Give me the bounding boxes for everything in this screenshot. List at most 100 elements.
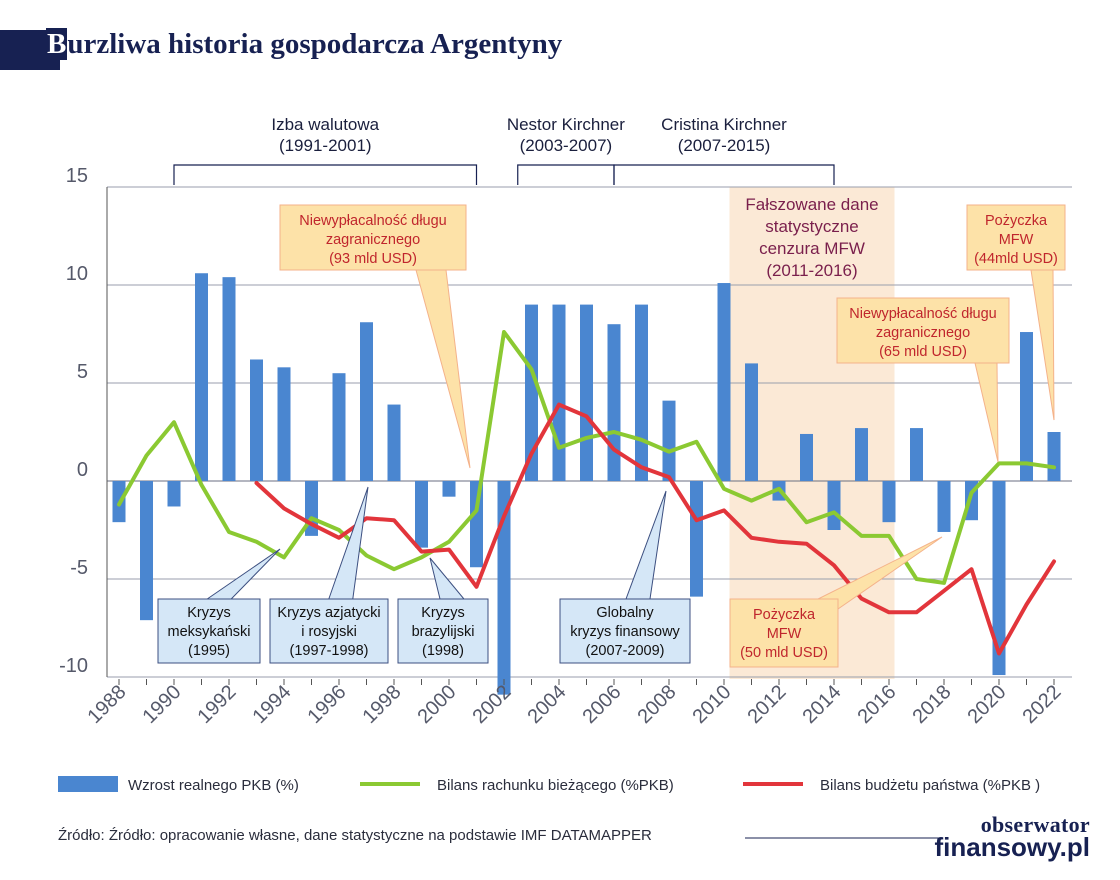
legend-label: Bilans rachunku bieżącego (%PKB) [437,777,674,794]
callout-text: (1995) [188,643,230,659]
callout-text: (1997-1998) [290,643,369,659]
gdp-bar [140,481,153,621]
gdp-bar [580,304,593,481]
shaded-period-label: Fałszowane dane [745,195,878,214]
title-first-letter: B [46,28,68,60]
x-tick-label: 2000 [414,681,461,728]
y-tick-label: 0 [77,459,88,481]
gdp-bar [497,481,511,695]
callout-pointer [974,362,999,463]
period-label: Cristina Kirchner [661,115,787,134]
gdp-bar [992,481,1006,676]
gdp-bar [525,304,538,481]
x-tick-label: 2008 [634,681,681,728]
callout-pointer [625,490,667,600]
gdp-bar [1020,332,1033,481]
callout-text: (44mld USD) [974,251,1058,267]
callout-pointer [1030,269,1055,421]
chart-title: Burzliwa historia gospodarcza Argentyny [46,28,562,61]
gdp-bar [745,363,758,481]
logo: obserwator finansowy.pl [930,812,1090,862]
gdp-bar [635,304,648,481]
y-tick-label: -10 [59,655,88,677]
legend-label: Wzrost realnego PKB (%) [128,777,299,794]
callout-text: MFW [767,626,802,642]
callout-text: zagranicznego [326,232,420,248]
gdp-bar [607,324,621,481]
gdp-bar [717,283,731,481]
callout-text: meksykański [168,624,251,640]
legend-swatch-gdp [58,776,118,792]
shaded-period-label: statystyczne [765,217,859,236]
title-rest: urzliwa historia gospodarcza Argentyny [67,28,563,60]
y-tick-label: 10 [66,263,88,285]
gdp-bar [800,433,813,481]
callout-text: Pożyczka [753,607,816,623]
period-label: Nestor Kirchner [507,115,625,134]
gdp-bar [250,359,263,481]
gdp-bar [167,481,181,507]
period-label: (2007-2015) [678,136,771,155]
period-label: (2003-2007) [520,136,613,155]
callout-text: Kryzys [187,605,231,621]
callout-text: Niewypłacalność długu [299,213,447,229]
callout-box [729,598,839,668]
gdp-bar [415,481,428,548]
gdp-bar [552,304,566,481]
y-tick-label: 15 [66,165,88,187]
period-bracket [173,164,478,185]
callout-box [397,598,489,664]
y-tick-label: 5 [77,361,88,383]
legend-label: Bilans budżetu państwa (%PKB ) [820,777,1040,794]
shaded-period-label: (2011-2016) [766,261,857,280]
x-tick-label: 2010 [689,681,736,728]
source-note: Źródło: Źródło: opracowanie własne, dane… [58,827,652,844]
callout-text: Kryzys azjatycki [277,605,380,621]
gdp-bar [360,322,373,481]
x-tick-label: 2020 [964,681,1011,728]
x-tick-label: 2006 [579,681,626,728]
logo-line2: finansowy.pl [934,832,1090,862]
gdp-bar [937,481,951,532]
callout-text: Globalny [596,605,654,621]
x-tick-label: 2004 [524,681,571,728]
gdp-bar [1047,432,1061,481]
gdp-bar [387,404,401,481]
callout-text: (93 mld USD) [329,251,417,267]
x-tick-label: 1996 [304,681,351,728]
callout-box [279,204,467,271]
gdp-bar [470,481,483,568]
callout-box [559,598,691,664]
period-label: Izba walutowa [271,115,379,134]
gdp-bar [690,481,703,597]
callout-pointer [328,486,369,600]
callout-pointer [205,548,281,600]
gdp-bar [662,400,676,481]
logo-line1: obserwator [980,812,1090,837]
callout-box [836,297,1010,364]
callout-box [269,598,389,664]
callout-text: MFW [999,232,1034,248]
callout-text: Niewypłacalność długu [849,306,997,322]
callout-box [966,204,1066,271]
period-bracket [613,164,835,185]
callout-text: brazylijski [412,624,475,640]
budget-balance-line [254,402,1056,656]
gdp-bar [277,367,291,481]
x-tick-label: 1998 [359,681,406,728]
x-tick-label: 2014 [799,681,846,728]
gdp-bar [195,273,208,481]
callout-text: kryzys finansowy [570,624,680,640]
x-tick-label: 1988 [84,681,131,728]
callout-box [157,598,261,664]
callout-text: i rosyjski [301,624,357,640]
gdp-bar [332,373,346,481]
period-label: (1991-2001) [279,136,372,155]
gdp-bar [827,481,841,530]
gdp-bar [222,277,236,481]
callout-pointer [415,269,471,469]
x-tick-label: 1992 [194,681,241,728]
callout-text: zagranicznego [876,325,970,341]
x-tick-label: 2012 [744,681,791,728]
gdp-bar [882,481,896,523]
